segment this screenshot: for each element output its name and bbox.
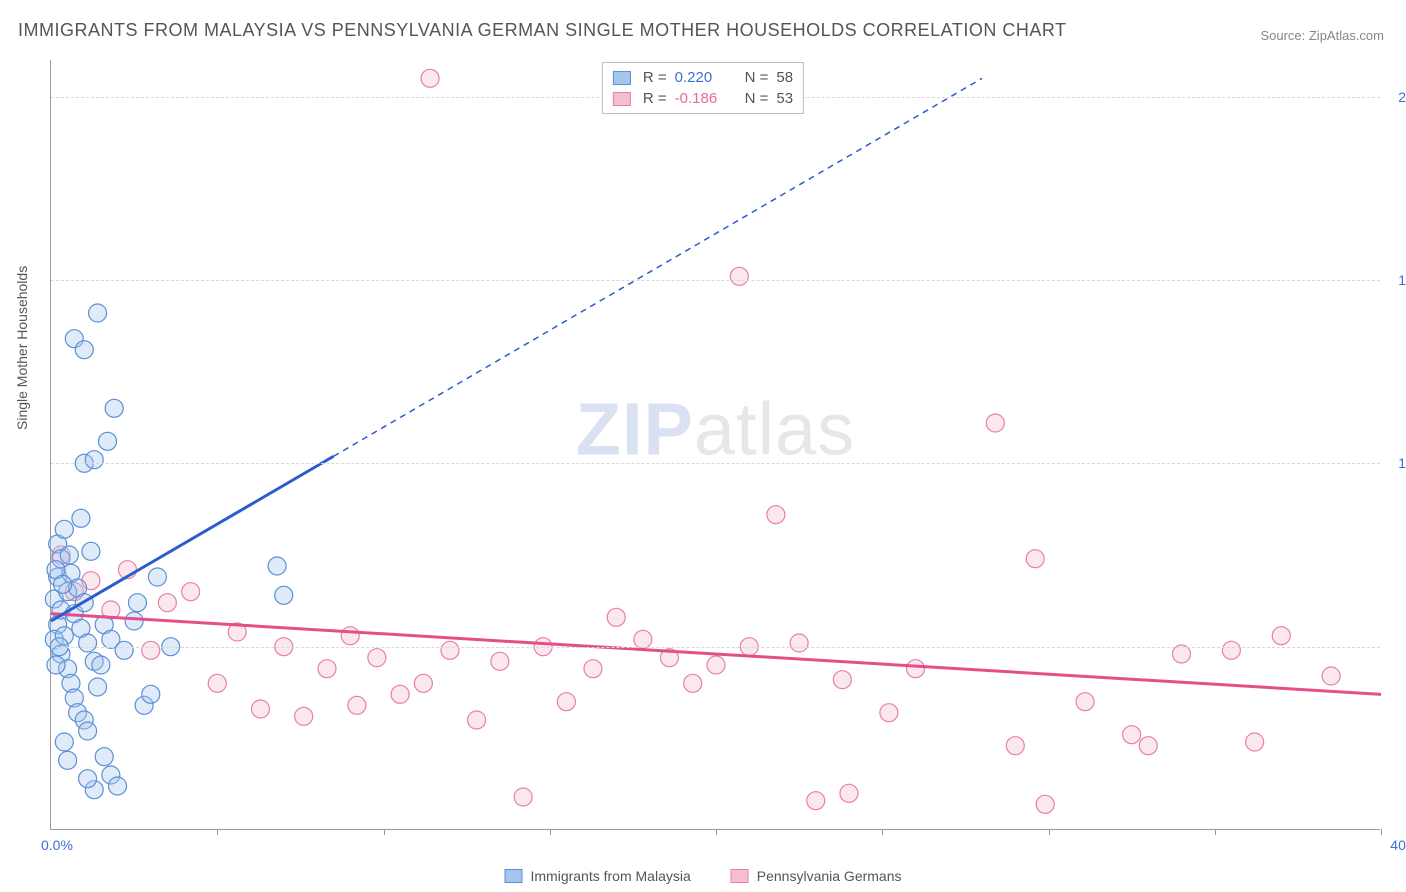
chart-title: IMMIGRANTS FROM MALAYSIA VS PENNSYLVANIA… [18, 20, 1067, 41]
correlation-legend: R = 0.220 N = 58 R = -0.186 N = 53 [602, 62, 804, 114]
x-tick [550, 829, 551, 835]
correlation-row-pink: R = -0.186 N = 53 [613, 88, 793, 109]
n-value-pink: 53 [776, 90, 793, 107]
series-legend: Immigrants from Malaysia Pennsylvania Ge… [504, 868, 901, 884]
x-tick [384, 829, 385, 835]
swatch-pink-icon [613, 92, 631, 106]
source-attribution: Source: ZipAtlas.com [1260, 28, 1384, 43]
gridline [51, 647, 1380, 648]
x-tick [882, 829, 883, 835]
y-axis-label: Single Mother Households [14, 266, 30, 430]
scatter-svg [51, 60, 1380, 829]
swatch-blue-icon [504, 869, 522, 883]
source-prefix: Source: [1260, 28, 1308, 43]
x-axis-end-label: 40.0% [1390, 837, 1406, 853]
swatch-pink-icon [731, 869, 749, 883]
gridline [51, 280, 1380, 281]
r-label: R = [643, 90, 667, 107]
n-label: N = [745, 90, 769, 107]
chart-plot-area: ZIPatlas 0.0% 40.0% 5.0%10.0%15.0%20.0% [50, 60, 1380, 830]
n-value-blue: 58 [776, 69, 793, 86]
r-value-pink: -0.186 [675, 90, 729, 107]
n-label: N = [745, 69, 769, 86]
r-value-blue: 0.220 [675, 69, 729, 86]
swatch-blue-icon [613, 71, 631, 85]
correlation-row-blue: R = 0.220 N = 58 [613, 67, 793, 88]
x-tick [217, 829, 218, 835]
r-label: R = [643, 69, 667, 86]
legend-label-blue: Immigrants from Malaysia [530, 868, 690, 884]
legend-item-blue: Immigrants from Malaysia [504, 868, 690, 884]
x-tick [1381, 829, 1382, 835]
legend-item-pink: Pennsylvania Germans [731, 868, 902, 884]
x-tick [716, 829, 717, 835]
y-tick-label: 15.0% [1398, 272, 1406, 288]
y-tick-label: 20.0% [1398, 89, 1406, 105]
y-tick-label: 10.0% [1398, 455, 1406, 471]
x-axis-start-label: 0.0% [41, 837, 73, 853]
gridline [51, 463, 1380, 464]
source-name: ZipAtlas.com [1309, 28, 1384, 43]
x-tick [1049, 829, 1050, 835]
x-tick [1215, 829, 1216, 835]
legend-label-pink: Pennsylvania Germans [757, 868, 902, 884]
